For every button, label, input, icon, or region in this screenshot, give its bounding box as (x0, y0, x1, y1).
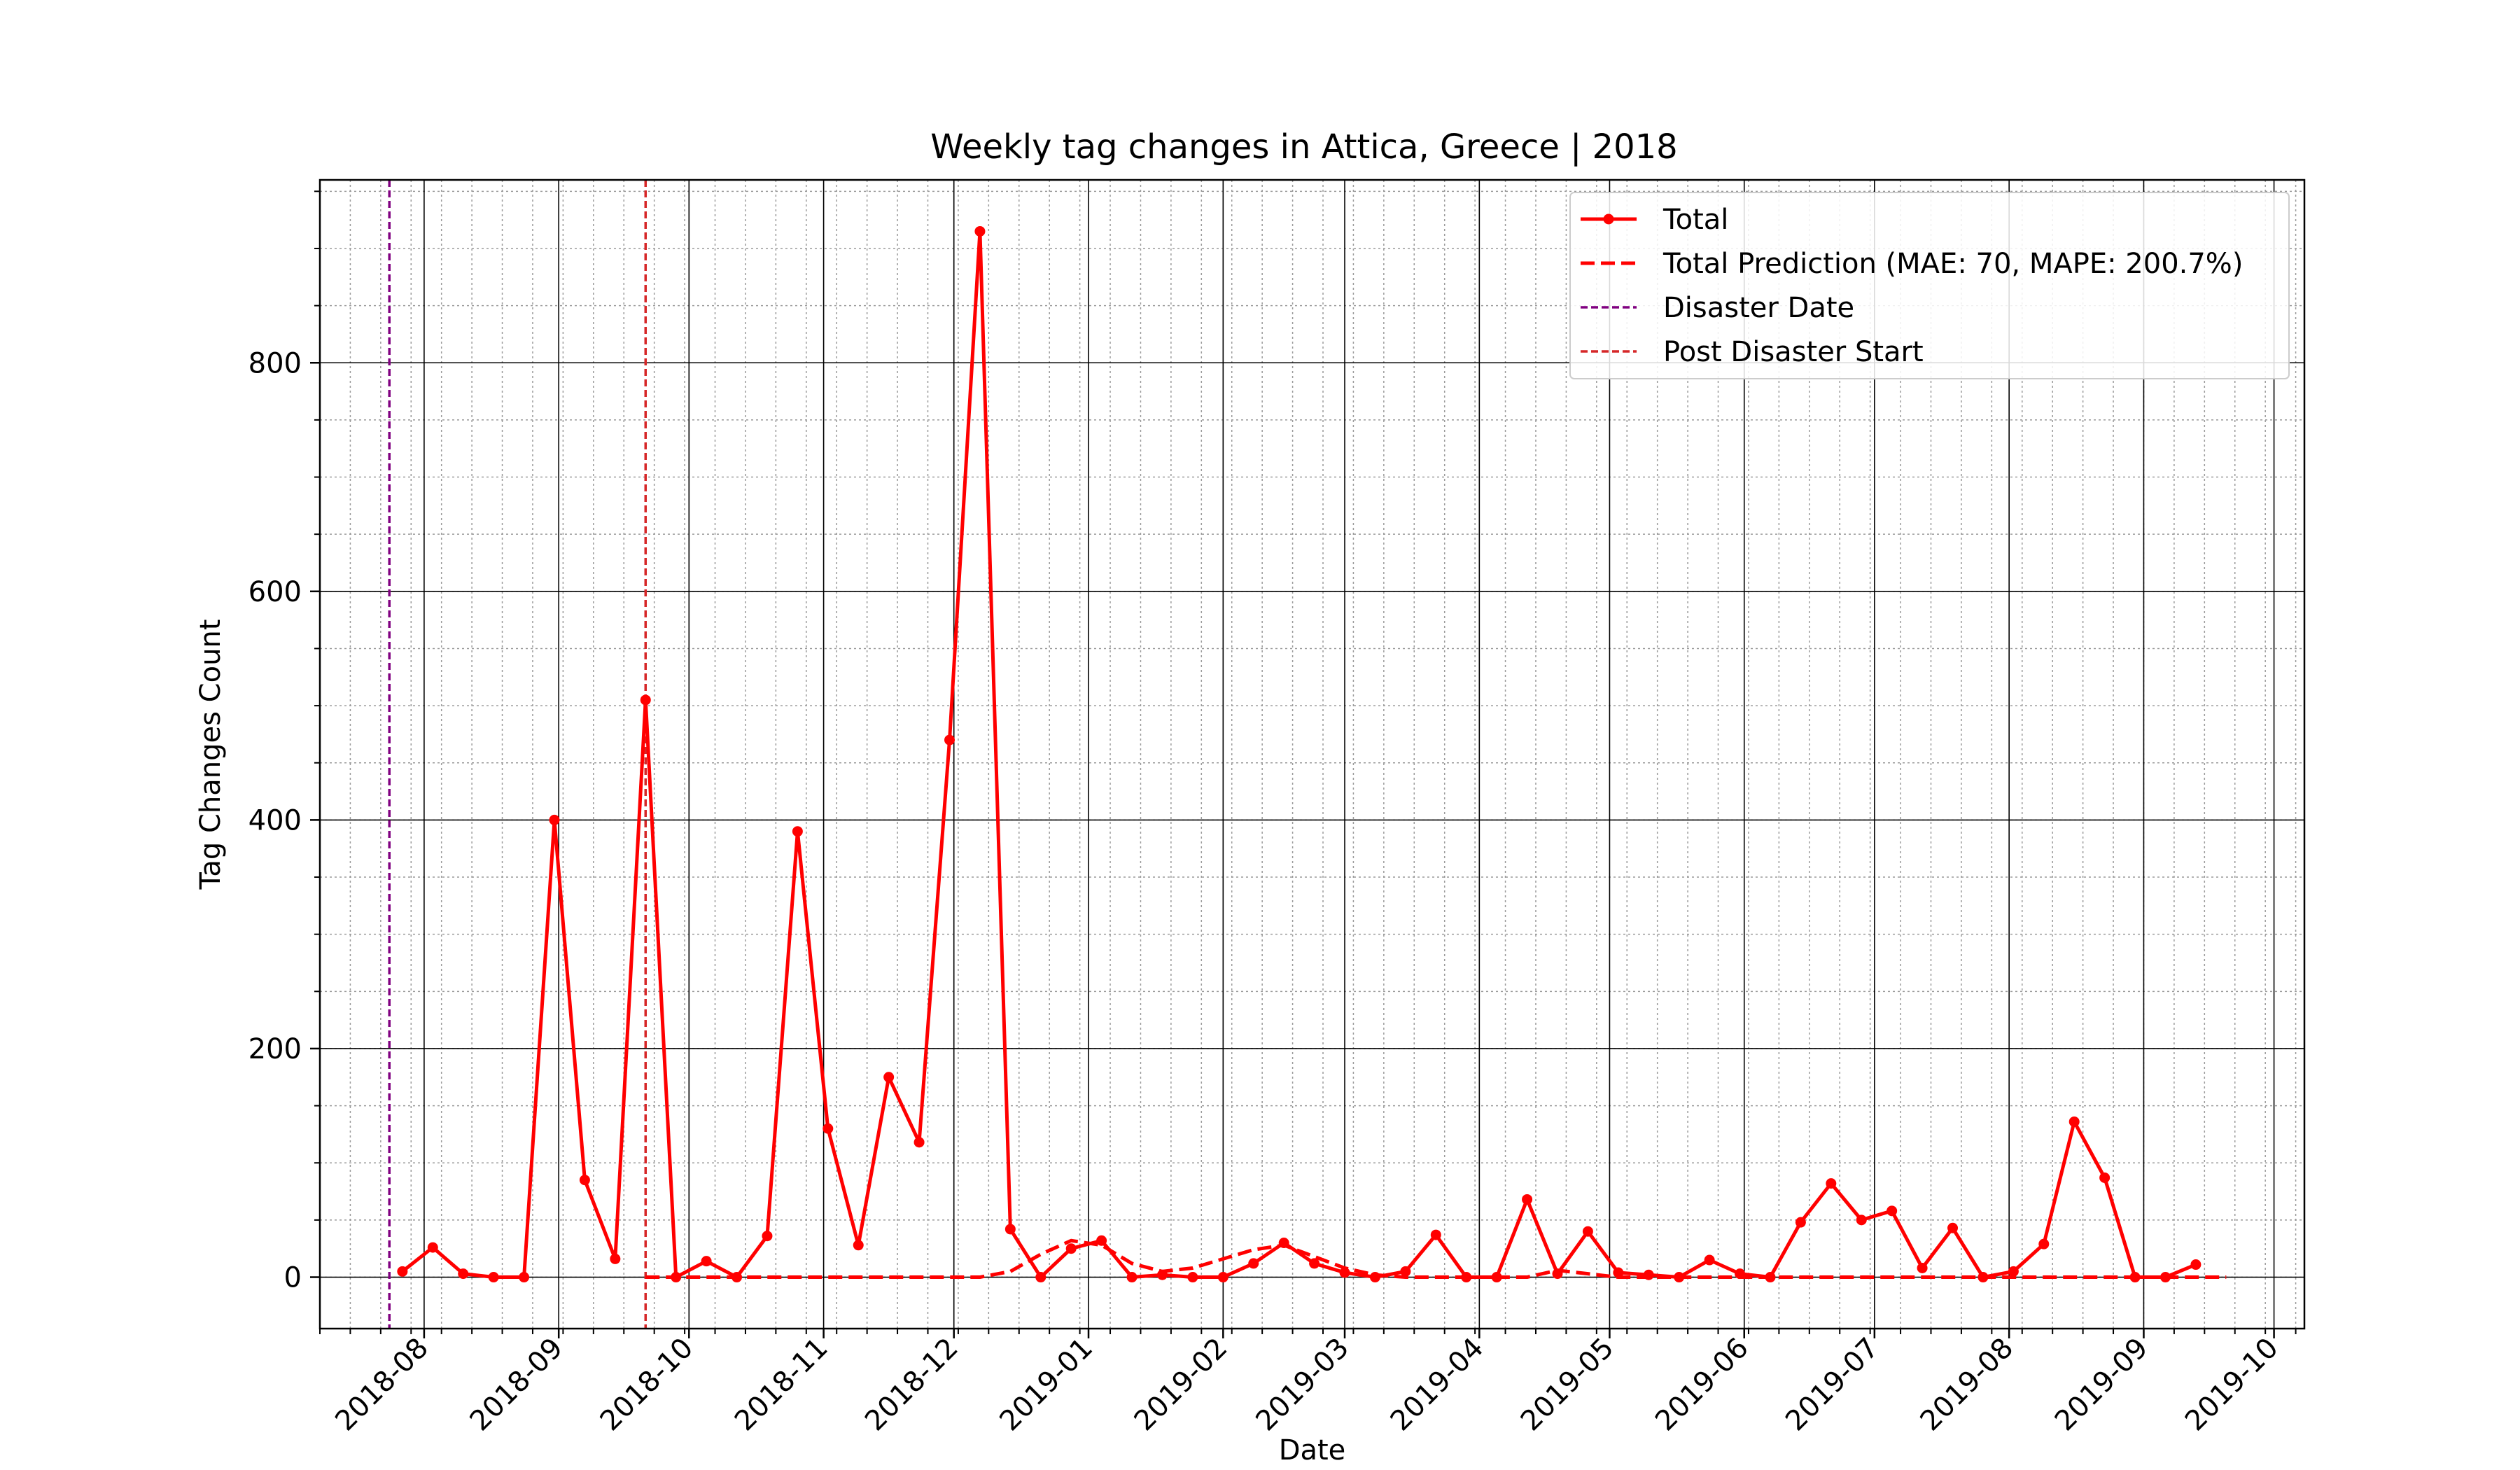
x-tick-label: 2018-12 (859, 1332, 965, 1438)
total-point (1704, 1254, 1715, 1266)
x-tick-label: 2019-03 (1250, 1332, 1355, 1438)
total-point (1826, 1178, 1837, 1189)
legend-label: Total Prediction (MAE: 70, MAPE: 200.7%) (1662, 248, 2243, 280)
total-point (1248, 1258, 1259, 1269)
total-point (2008, 1266, 2019, 1277)
total-point (944, 734, 955, 746)
y-axis-label: Tag Changes Count (195, 620, 227, 890)
total-point (427, 1242, 438, 1253)
total-point (640, 694, 651, 706)
total-point (1947, 1222, 1959, 1233)
total-point (1430, 1229, 1441, 1240)
total-point (1522, 1194, 1533, 1205)
total-point (701, 1256, 712, 1267)
total-point (762, 1231, 773, 1242)
total-point (1126, 1272, 1138, 1283)
x-tick-label: 2019-04 (1385, 1332, 1490, 1438)
x-tick-label: 2019-07 (1779, 1332, 1885, 1438)
legend-label: Total (1662, 204, 1728, 236)
legend-box (1569, 192, 2290, 379)
total-point (397, 1266, 408, 1277)
total-point (458, 1268, 469, 1280)
x-tick-label: 2019-01 (993, 1332, 1099, 1438)
total-point (2099, 1172, 2110, 1183)
total-point (974, 225, 986, 237)
x-axis: 2018-08 2018-09 2018-10 2018-11 2018-12 2019-… (319, 1329, 2297, 1438)
total-point (579, 1175, 590, 1186)
total-point (1217, 1272, 1228, 1283)
total-point (2068, 1116, 2080, 1127)
plot-frame (318, 178, 2306, 1330)
total-point (822, 1123, 834, 1134)
total-point (853, 1240, 864, 1251)
total-point (2190, 1259, 2202, 1270)
legend-marker-total (1603, 214, 1614, 225)
x-tick-label: 2019-10 (2179, 1332, 2285, 1438)
chart-title: Weekly tag changes in Attica, Greece | 2… (930, 127, 1677, 167)
total-line (401, 229, 2197, 1280)
x-tick-label: 2019-08 (1914, 1332, 2020, 1438)
prediction-line (645, 1238, 2227, 1280)
y-tick-label: 200 (248, 1033, 302, 1065)
total-point (1795, 1217, 1806, 1228)
legend-label: Disaster Date (1663, 292, 1854, 324)
total-point (1400, 1266, 1411, 1277)
total-point (1582, 1226, 1593, 1237)
total-point (792, 826, 803, 837)
x-tick-label: 2019-06 (1649, 1332, 1755, 1438)
y-axis: 0 200 400 600 800 (248, 190, 320, 1294)
total-point (1035, 1272, 1046, 1283)
y-tick-label: 400 (248, 804, 302, 836)
y-tick-label: 800 (248, 347, 302, 379)
total-point (2038, 1238, 2050, 1250)
total-point (1065, 1243, 1077, 1254)
total-point (549, 814, 560, 825)
total-point (1886, 1205, 1898, 1217)
total-point (610, 1253, 621, 1264)
y-tick-label: 600 (248, 576, 302, 608)
total-point (1309, 1258, 1320, 1269)
total-point (519, 1272, 530, 1283)
total-point (1917, 1262, 1928, 1273)
x-tick-label: 2018-10 (594, 1332, 700, 1438)
legend: Total Total Prediction (MAE: 70, MAPE: 20… (1569, 192, 2290, 379)
series-layer (397, 225, 2227, 1283)
total-point (1004, 1224, 1016, 1235)
total-point (1856, 1214, 1867, 1226)
total-point (488, 1272, 499, 1283)
total-point (883, 1072, 895, 1083)
x-tick-label: 2019-09 (2049, 1332, 2155, 1438)
total-point (1096, 1235, 1107, 1246)
x-tick-label: 2018-09 (464, 1332, 570, 1438)
x-tick-label: 2018-08 (329, 1332, 435, 1438)
legend-label: Post Disaster Start (1663, 336, 1924, 368)
x-tick-label: 2019-05 (1515, 1332, 1620, 1438)
total-point (1187, 1272, 1198, 1283)
reference-lines (388, 180, 648, 1329)
total-point (1613, 1267, 1624, 1278)
x-tick-label: 2018-11 (729, 1332, 834, 1438)
x-tick-label: 2019-02 (1128, 1332, 1234, 1438)
total-point (913, 1137, 925, 1148)
x-axis-label: Date (1279, 1434, 1346, 1466)
y-tick-label: 0 (284, 1262, 302, 1294)
